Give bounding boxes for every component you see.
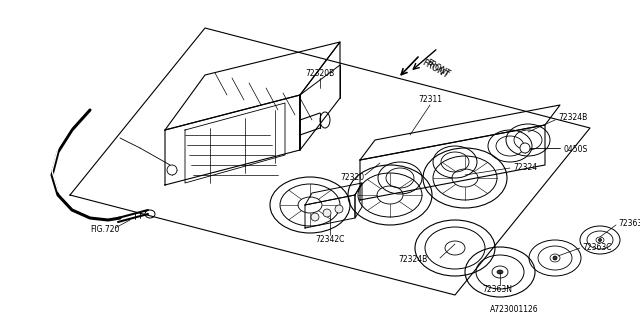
Text: 72320: 72320 <box>340 173 364 182</box>
Circle shape <box>311 213 319 221</box>
Text: 0450S: 0450S <box>564 146 588 155</box>
Text: 72363AD: 72363AD <box>618 219 640 228</box>
Text: A723001126: A723001126 <box>490 306 539 315</box>
Text: 72311: 72311 <box>418 95 442 105</box>
Text: 72363C: 72363C <box>582 243 611 252</box>
Text: FRONT: FRONT <box>424 58 451 79</box>
Circle shape <box>323 209 331 217</box>
Text: FRONT: FRONT <box>420 58 449 80</box>
Text: FIG.720: FIG.720 <box>90 226 120 235</box>
Text: 72324B: 72324B <box>398 255 428 265</box>
Circle shape <box>520 143 530 153</box>
Circle shape <box>335 205 343 213</box>
Text: 72324: 72324 <box>513 163 537 172</box>
Text: 72363N: 72363N <box>482 285 512 294</box>
Ellipse shape <box>553 256 557 260</box>
Ellipse shape <box>598 238 602 242</box>
Ellipse shape <box>497 270 503 274</box>
Text: 72320B: 72320B <box>305 69 334 78</box>
Text: 72324B: 72324B <box>558 114 588 123</box>
Circle shape <box>167 165 177 175</box>
Text: 72342C: 72342C <box>315 236 344 244</box>
